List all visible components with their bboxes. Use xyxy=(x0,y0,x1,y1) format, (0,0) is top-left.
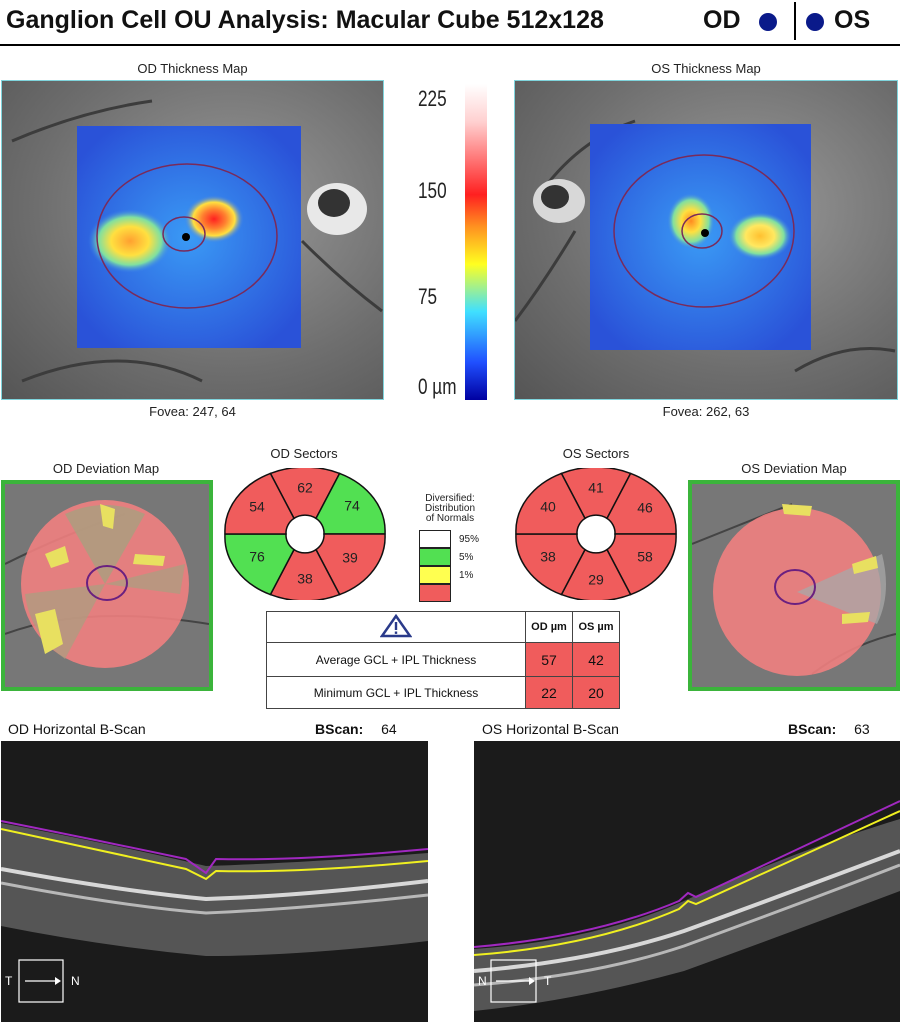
od-sector-superotemporal xyxy=(224,472,295,535)
scale-label-75: 75 xyxy=(418,284,438,309)
legend-title-line-1: Diversified: xyxy=(425,493,475,504)
table-col-od: OD µm xyxy=(525,611,573,643)
warning-triangle-icon xyxy=(379,613,413,637)
legend-label-5: 5% xyxy=(459,551,474,563)
od-bscan-svg: T N xyxy=(1,820,428,1003)
os-deviation-map-image xyxy=(692,503,896,676)
od-bscan-label: BScan: xyxy=(315,721,364,737)
os-thickness-map-caption: OS Thickness Map xyxy=(651,61,761,76)
os-bscan-number-readout: BScan: 63 xyxy=(788,721,870,737)
os-sector-superotemporal xyxy=(606,472,677,535)
od-sector-inferonasal xyxy=(315,533,386,596)
table-cell-od-average: 57 xyxy=(525,642,573,677)
os-eye-label: OS xyxy=(834,6,871,34)
os-axis-nasal: N xyxy=(478,974,487,988)
od-bscan-caption: OD Horizontal B-Scan xyxy=(8,721,146,737)
od-deviation-map-caption: OD Deviation Map xyxy=(52,461,160,476)
os-thickness-map xyxy=(514,80,898,400)
os-sector-inferotemporal-value: 58 xyxy=(637,549,653,565)
report-header: Ganglion Cell OU Analysis: Macular Cube … xyxy=(0,0,900,46)
legend-swatch-below-1 xyxy=(419,584,451,602)
os-bscan-label: BScan: xyxy=(788,721,837,737)
legend-item-95: 95% xyxy=(419,530,479,548)
os-deviation-map-caption: OS Deviation Map xyxy=(741,461,847,476)
od-sector-superior-value: 62 xyxy=(297,480,313,496)
scale-label-0: 0 µm xyxy=(418,374,457,399)
table-row-label: Minimum GCL + IPL Thickness xyxy=(266,676,526,709)
scale-label-150: 150 xyxy=(418,178,447,203)
table-col-os: OS µm xyxy=(572,611,620,643)
table-cell-os-average: 42 xyxy=(572,642,620,677)
legend-label-1: 1% xyxy=(459,569,474,581)
od-bscan-image: T N xyxy=(1,741,428,1022)
od-deviation-map xyxy=(1,480,213,691)
os-sector-inferonasal-value: 38 xyxy=(540,549,556,565)
scale-label-225: 225 xyxy=(418,86,447,111)
legend-title-line-2: Distribution xyxy=(424,503,476,514)
os-sector-superonasal-value: 40 xyxy=(540,499,556,515)
os-deviation-map xyxy=(688,480,900,691)
od-axis-temporal: T xyxy=(5,974,13,988)
report-title: Ganglion Cell OU Analysis: Macular Cube … xyxy=(6,6,604,34)
od-sectors-caption: OD Sectors xyxy=(270,446,338,461)
od-sector-inferotemporal-value: 76 xyxy=(249,549,265,565)
normals-legend-title: Diversified: Distribution of Normals xyxy=(410,494,490,524)
os-sector-inferior-value: 29 xyxy=(588,572,604,588)
os-eye-dot-icon xyxy=(806,13,824,31)
legend-title-line-3: of Normals xyxy=(425,513,475,524)
os-sector-superior-value: 41 xyxy=(588,480,604,496)
table-row: Average GCL + IPL Thickness 57 42 xyxy=(266,642,620,677)
header-divider xyxy=(794,2,796,40)
table-cell-od-minimum: 22 xyxy=(525,676,573,709)
gcl-ipl-thickness-table: OD µm OS µm Average GCL + IPL Thickness … xyxy=(266,611,620,709)
normals-legend: 95% 5% 1% xyxy=(419,530,479,602)
os-sectors-chart: 41 46 58 29 38 40 xyxy=(515,468,677,600)
od-thickness-map-caption: OD Thickness Map xyxy=(137,61,248,76)
od-sector-inferior-value: 38 xyxy=(297,571,313,587)
legend-item-below-1 xyxy=(419,584,479,602)
os-bscan-image: N T xyxy=(474,741,900,1022)
legend-label-95: 95% xyxy=(459,533,480,545)
od-sector-superotemporal-value: 54 xyxy=(249,499,265,515)
od-eye-dot-icon xyxy=(759,13,777,31)
os-sector-inferonasal xyxy=(515,533,586,596)
od-sector-inferonasal-value: 39 xyxy=(342,550,358,566)
od-thickness-map-image xyxy=(11,99,383,383)
legend-swatch-5 xyxy=(419,548,451,566)
od-sector-superonasal-value: 74 xyxy=(344,498,360,514)
od-sectors-chart: 62 74 39 38 76 54 xyxy=(224,468,386,600)
os-axis-temporal: T xyxy=(544,974,552,988)
legend-swatch-1 xyxy=(419,566,451,584)
od-sector-superonasal xyxy=(315,472,386,535)
thickness-color-scale xyxy=(465,84,487,400)
os-bscan-number: 63 xyxy=(854,721,870,737)
od-sector-inferotemporal xyxy=(224,533,295,596)
os-sector-inferotemporal xyxy=(606,533,677,596)
od-deviation-map-image xyxy=(5,500,209,668)
os-bscan-svg: N T xyxy=(474,800,900,1011)
legend-item-1: 1% xyxy=(419,566,479,584)
table-header-row: OD µm OS µm xyxy=(266,611,620,643)
table-warning-cell xyxy=(266,611,526,643)
os-bscan-caption: OS Horizontal B-Scan xyxy=(482,721,619,737)
od-fovea-readout: Fovea: 247, 64 xyxy=(149,404,236,419)
od-bscan-number: 64 xyxy=(381,721,397,737)
os-sector-superotemporal-value: 46 xyxy=(637,500,653,516)
table-cell-os-minimum: 20 xyxy=(572,676,620,709)
od-eye-label: OD xyxy=(703,6,741,34)
os-sectors-caption: OS Sectors xyxy=(562,446,630,461)
os-thickness-map-image xyxy=(515,119,896,373)
legend-swatch-95 xyxy=(419,530,451,548)
os-fovea-readout: Fovea: 262, 63 xyxy=(662,404,750,419)
table-row-label: Average GCL + IPL Thickness xyxy=(266,642,526,677)
od-thickness-map xyxy=(1,80,384,400)
table-row: Minimum GCL + IPL Thickness 22 20 xyxy=(266,676,620,709)
legend-item-5: 5% xyxy=(419,548,479,566)
od-axis-nasal: N xyxy=(71,974,80,988)
od-bscan-number-readout: BScan: 64 xyxy=(315,721,397,737)
os-sector-superonasal xyxy=(515,472,586,535)
